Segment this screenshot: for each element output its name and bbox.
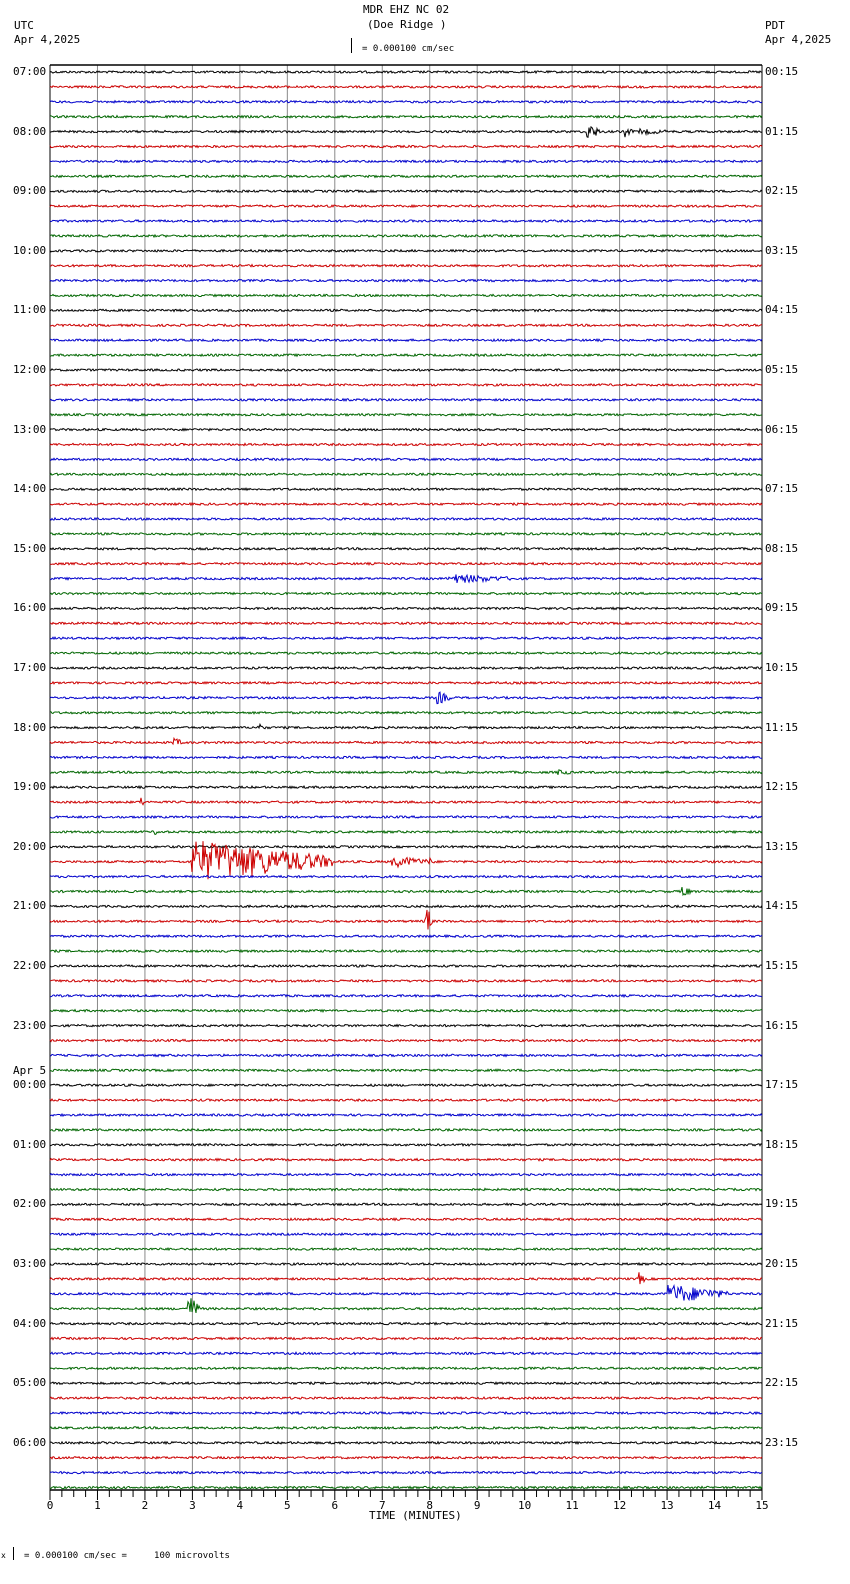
pdt-hour-label: 13:15 <box>765 839 799 853</box>
utc-hour-label: 17:00 <box>13 661 47 674</box>
pdt-hour-label: 15:15 <box>765 959 799 972</box>
station-title: MDR EHZ NC 02 <box>363 3 450 16</box>
x-tick-label: 2 <box>142 1499 149 1512</box>
right-date: Apr 4,2025 <box>765 33 832 46</box>
utc-hour-label: 06:00 <box>13 1435 47 1449</box>
utc-hour-label: 14:00 <box>13 482 47 496</box>
pdt-hour-label: 04:15 <box>765 303 799 317</box>
x-tick-label: 13 <box>660 1499 673 1512</box>
utc-hour-label: 01:00 <box>13 1137 47 1151</box>
utc-hour-label: 20:00 <box>13 839 47 853</box>
pdt-hour-label: 07:15 <box>765 482 799 496</box>
utc-hour-label: 23:00 <box>13 1018 47 1032</box>
right-timezone: PDT <box>765 19 785 32</box>
x-tick-label: 11 <box>566 1499 579 1512</box>
pdt-hour-label: 10:15 <box>765 661 799 674</box>
pdt-hour-label: 21:15 <box>765 1316 799 1330</box>
utc-hour-label: 12:00 <box>13 363 47 376</box>
x-axis-label: TIME (MINUTES) <box>369 1509 462 1522</box>
utc-hour-label: 21:00 <box>13 899 47 913</box>
utc-hour-label: 08:00 <box>13 124 47 138</box>
pdt-hour-label: 03:15 <box>765 243 799 257</box>
station-subtitle: (Doe Ridge ) <box>367 18 447 31</box>
pdt-hour-label: 08:15 <box>765 541 799 555</box>
pdt-hour-label: 23:15 <box>765 1435 799 1449</box>
x-tick-label: 5 <box>284 1499 291 1512</box>
footer-mark: x <box>1 1551 6 1560</box>
pdt-hour-label: 12:15 <box>765 780 799 794</box>
pdt-hour-label: 11:15 <box>765 720 799 734</box>
utc-hour-label: 03:00 <box>13 1257 47 1270</box>
left-date: Apr 4,2025 <box>14 33 81 46</box>
x-tick-label: 8 <box>426 1499 433 1512</box>
pdt-hour-label: 01:15 <box>765 124 799 138</box>
utc-hour-label: 05:00 <box>13 1376 47 1390</box>
x-tick-label: 9 <box>474 1499 481 1512</box>
pdt-hour-label: 22:15 <box>765 1376 799 1390</box>
utc-hour-label: 19:00 <box>13 780 47 794</box>
utc-hour-label: 07:00 <box>13 65 47 78</box>
pdt-hour-label: 00:15 <box>765 65 799 78</box>
date-change-label: Apr 5 <box>13 1064 47 1078</box>
pdt-hour-label: 09:15 <box>765 601 799 615</box>
pdt-hour-label: 19:15 <box>765 1197 799 1211</box>
x-tick-label: 14 <box>708 1499 722 1512</box>
scale-bar-icon <box>351 38 357 53</box>
pdt-hour-label: 16:15 <box>765 1018 799 1032</box>
scale-text: = 0.000100 cm/sec <box>362 44 455 54</box>
utc-hour-label: 11:00 <box>13 303 47 317</box>
x-tick-label: 15 <box>755 1499 768 1512</box>
utc-hour-label: 10:00 <box>13 243 47 257</box>
left-timezone: UTC <box>14 19 34 32</box>
utc-hour-label: 04:00 <box>13 1316 47 1330</box>
pdt-hour-label: 02:15 <box>765 184 799 198</box>
utc-hour-label: 18:00 <box>13 720 47 734</box>
pdt-hour-label: 05:15 <box>765 363 799 376</box>
pdt-hour-label: 18:15 <box>765 1137 799 1151</box>
utc-hour-label: 16:00 <box>13 601 47 615</box>
x-tick-label: 0 <box>47 1499 54 1512</box>
pdt-hour-label: 14:15 <box>765 899 799 913</box>
utc-hour-label: 00:00 <box>13 1078 47 1092</box>
x-tick-label: 4 <box>237 1499 244 1512</box>
x-tick-label: 10 <box>518 1499 531 1512</box>
pdt-hour-label: 20:15 <box>765 1257 799 1270</box>
x-tick-label: 6 <box>331 1499 338 1512</box>
x-tick-label: 12 <box>613 1499 626 1512</box>
utc-hour-label: 22:00 <box>13 959 47 972</box>
pdt-hour-label: 17:15 <box>765 1078 799 1092</box>
x-tick-label: 3 <box>189 1499 196 1512</box>
x-tick-label: 1 <box>94 1499 101 1512</box>
pdt-hour-label: 06:15 <box>765 422 799 436</box>
footer-scale-bar-icon <box>13 1547 17 1560</box>
utc-hour-label: 09:00 <box>13 184 47 198</box>
x-tick-label: 7 <box>379 1499 386 1512</box>
utc-hour-label: 13:00 <box>13 422 47 436</box>
utc-hour-label: 15:00 <box>13 541 47 555</box>
footer-scale-text: = 0.000100 cm/sec = 100 microvolts <box>24 1551 230 1561</box>
utc-hour-label: 02:00 <box>13 1197 47 1211</box>
